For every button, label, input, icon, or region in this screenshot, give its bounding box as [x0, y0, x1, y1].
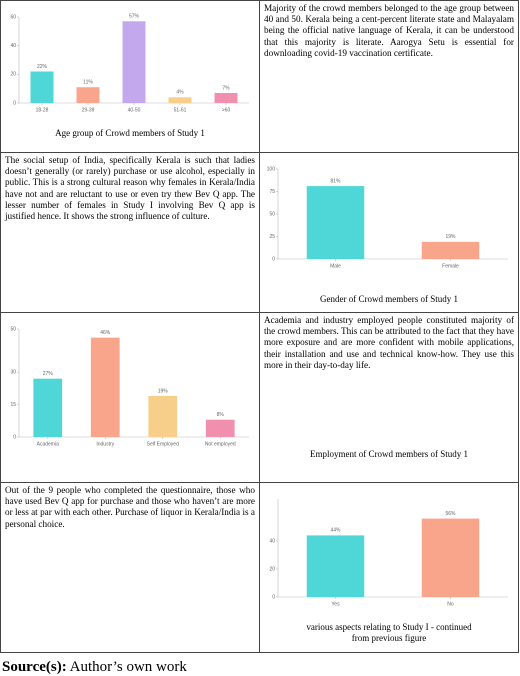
bar: [214, 92, 238, 103]
text-cell: Academia and industry employed people co…: [264, 315, 514, 370]
text-cell: The social setup of India, specifically …: [0, 152, 260, 313]
x-tick-label: Self Employed: [147, 441, 179, 447]
caption: Gender of Crowd members of Study 1: [320, 294, 458, 305]
value-label: 46%: [100, 330, 111, 336]
value-label: 57%: [129, 14, 140, 20]
value-label: 7%: [222, 85, 230, 91]
source-label: Source(s):: [2, 659, 67, 675]
y-tick-label: 15: [10, 402, 16, 408]
y-tick-label: 60: [10, 14, 16, 20]
source-text: Author’s own work: [69, 659, 187, 675]
source: Source(s): Author’s own work: [2, 659, 520, 676]
x-tick-label: Male: [330, 263, 341, 269]
y-tick-label: 75: [269, 189, 275, 195]
text-cell: Majority of the crowd members belonged t…: [259, 0, 519, 153]
content-table: 0 20 40 60 18-28 22% 29-39 11% 40-50 57% 51-61 4% >6…: [0, 0, 519, 653]
y-tick-label: 0: [272, 256, 275, 262]
y-tick-label: 40: [10, 43, 16, 49]
caption: Employment of Crowd members of Study 1: [310, 449, 468, 460]
x-tick-label: Not employed: [205, 441, 236, 447]
bar: [168, 97, 192, 103]
bar: [148, 395, 178, 437]
value-label: 19%: [158, 388, 169, 394]
text-cell: Out of the 9 people who completed the qu…: [0, 482, 260, 653]
x-tick-label: Yes: [331, 601, 340, 607]
age-chart: 0 20 40 60 18-28 22% 29-39 11% 40-50 57% 51-61 4% >6…: [10, 14, 249, 113]
x-tick-label: 40-50: [128, 107, 141, 113]
y-tick-label: 0: [272, 594, 275, 600]
y-tick-label: 25: [269, 234, 275, 240]
employment-chart: 0 15 30 50 Academia 27% Industry 46% Self Employ…: [10, 326, 249, 447]
value-label: 81%: [330, 178, 341, 184]
bar: [30, 71, 54, 103]
y-tick-label: 50: [10, 326, 16, 332]
x-tick-label: 18-28: [36, 107, 49, 113]
value-label: 8%: [217, 412, 225, 418]
x-tick-label: No: [447, 601, 454, 607]
bar: [76, 87, 100, 103]
caption: various aspects relating to Study I - co…: [306, 622, 472, 644]
gender-chart: 0 25 50 75 100 Male 81% Female 19%: [267, 166, 508, 269]
bar: [90, 337, 120, 437]
usage-chart: 0 20 40 Yes 44% No 56%: [269, 499, 508, 607]
x-tick-label: Female: [442, 263, 459, 269]
y-tick-label: 20: [269, 566, 275, 572]
bar: [421, 518, 480, 597]
value-label: 44%: [330, 528, 341, 534]
bar: [205, 419, 235, 437]
bar: [122, 21, 146, 103]
x-tick-label: >60: [222, 107, 231, 113]
value-label: 11%: [83, 80, 93, 86]
bar: [33, 378, 63, 437]
y-tick-label: 100: [267, 166, 276, 172]
x-tick-label: 51-61: [174, 107, 187, 113]
value-label: 4%: [176, 90, 184, 96]
y-tick-label: 0: [13, 434, 16, 440]
bar: [421, 241, 480, 259]
caption: Age group of Crowd members of Study 1: [55, 128, 205, 139]
y-tick-label: 40: [269, 538, 275, 544]
x-tick-label: Academia: [37, 441, 59, 447]
value-label: 56%: [445, 511, 456, 517]
y-tick-label: 20: [10, 72, 16, 78]
y-tick-label: 0: [13, 100, 16, 106]
bar: [306, 535, 365, 597]
value-label: 19%: [445, 234, 456, 240]
y-tick-label: 50: [269, 211, 275, 217]
value-label: 22%: [37, 64, 48, 70]
x-tick-label: Industry: [96, 441, 114, 447]
bar: [306, 186, 365, 259]
y-tick-label: 30: [10, 370, 16, 376]
value-label: 27%: [43, 371, 54, 377]
x-tick-label: 29-39: [82, 107, 95, 113]
